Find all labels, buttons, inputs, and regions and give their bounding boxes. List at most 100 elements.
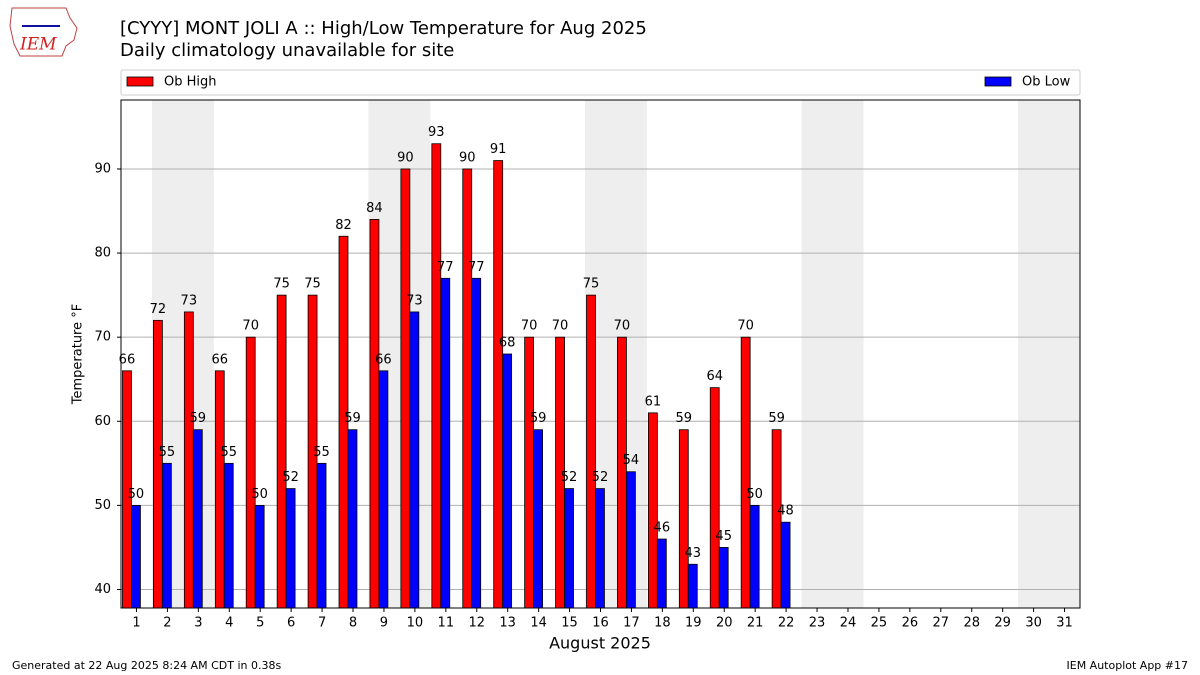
data-label: 45 bbox=[715, 529, 732, 544]
bar bbox=[276, 294, 287, 609]
bar bbox=[524, 336, 535, 609]
data-label: 93 bbox=[428, 125, 445, 140]
bar bbox=[214, 370, 225, 609]
data-label: 70 bbox=[552, 319, 569, 334]
x-tick-label: 27 bbox=[933, 616, 950, 631]
bar bbox=[533, 429, 543, 609]
bar bbox=[471, 277, 482, 609]
legend-swatch bbox=[126, 76, 154, 87]
x-tick-label: 5 bbox=[256, 616, 264, 631]
x-tick-label: 31 bbox=[1056, 616, 1073, 631]
bar bbox=[161, 462, 172, 609]
data-label: 70 bbox=[614, 319, 631, 334]
data-label: 59 bbox=[190, 411, 207, 426]
data-label: 59 bbox=[530, 411, 547, 426]
x-tick-label: 8 bbox=[349, 616, 357, 631]
x-tick-label: 22 bbox=[778, 616, 795, 631]
x-tick-label: 14 bbox=[530, 616, 547, 631]
x-tick-label: 1 bbox=[132, 616, 140, 631]
data-label: 48 bbox=[777, 504, 794, 519]
data-label: 50 bbox=[251, 487, 268, 502]
bar bbox=[749, 504, 760, 609]
x-tick-label: 6 bbox=[287, 616, 295, 631]
x-tick-label: 11 bbox=[438, 616, 455, 631]
data-label: 55 bbox=[220, 445, 237, 460]
bar bbox=[409, 311, 420, 609]
bar bbox=[502, 353, 513, 609]
x-tick-label: 3 bbox=[194, 616, 202, 631]
bar bbox=[493, 160, 504, 609]
data-label: 50 bbox=[128, 487, 145, 502]
x-tick-label: 7 bbox=[318, 616, 326, 631]
bar bbox=[771, 429, 782, 609]
data-label: 90 bbox=[397, 150, 414, 165]
legend bbox=[120, 69, 1081, 96]
bar bbox=[153, 319, 163, 609]
bar bbox=[378, 370, 389, 609]
data-label: 84 bbox=[366, 201, 383, 216]
bar bbox=[131, 504, 141, 609]
bar bbox=[245, 336, 256, 609]
x-tick-label: 9 bbox=[380, 616, 388, 631]
data-label: 43 bbox=[684, 546, 701, 561]
bar bbox=[626, 471, 636, 609]
x-tick-label: 19 bbox=[685, 616, 702, 631]
x-tick-label: 23 bbox=[809, 616, 826, 631]
data-label: 75 bbox=[273, 277, 290, 292]
x-tick-label: 21 bbox=[747, 616, 764, 631]
x-tick-label: 25 bbox=[871, 616, 888, 631]
x-tick-label: 16 bbox=[592, 616, 609, 631]
logo: IEM bbox=[9, 7, 78, 57]
data-label: 50 bbox=[746, 487, 763, 502]
data-label: 52 bbox=[561, 470, 578, 485]
bar bbox=[780, 521, 791, 609]
data-label: 70 bbox=[242, 319, 259, 334]
data-label: 70 bbox=[737, 319, 754, 334]
bar bbox=[617, 336, 627, 609]
weekend-shade bbox=[1018, 100, 1080, 608]
x-tick-label: 15 bbox=[561, 616, 578, 631]
data-label: 77 bbox=[437, 260, 454, 275]
data-label: 59 bbox=[344, 411, 361, 426]
x-tick-label: 2 bbox=[163, 616, 171, 631]
plot-frame bbox=[120, 99, 1081, 609]
y-tick-label: 80 bbox=[94, 246, 111, 261]
data-label: 66 bbox=[375, 352, 392, 367]
bar bbox=[595, 488, 605, 609]
data-label: 66 bbox=[119, 352, 136, 367]
data-label: 90 bbox=[459, 150, 476, 165]
x-tick-label: 4 bbox=[225, 616, 233, 631]
data-label: 61 bbox=[645, 394, 662, 409]
bar bbox=[183, 311, 194, 609]
data-label: 52 bbox=[282, 470, 299, 485]
data-label: 75 bbox=[583, 277, 600, 292]
y-tick-label: 40 bbox=[94, 582, 111, 597]
bar bbox=[316, 462, 327, 609]
bar bbox=[678, 429, 689, 609]
data-label: 91 bbox=[490, 142, 507, 157]
data-label: 77 bbox=[468, 260, 485, 275]
data-label: 54 bbox=[623, 453, 640, 468]
bar bbox=[347, 429, 358, 609]
footer-right: IEM Autoplot App #17 bbox=[1067, 659, 1189, 672]
legend-swatch bbox=[984, 76, 1012, 87]
bar bbox=[440, 277, 451, 609]
bar bbox=[740, 336, 751, 609]
legend-label: Ob High bbox=[164, 75, 217, 90]
bar bbox=[285, 488, 296, 609]
bar bbox=[369, 219, 380, 609]
bar bbox=[431, 143, 442, 609]
data-label: 64 bbox=[706, 369, 723, 384]
bar bbox=[656, 538, 667, 609]
chart-title: [CYYY] MONT JOLI A :: High/Low Temperatu… bbox=[120, 18, 647, 39]
data-label: 46 bbox=[654, 521, 671, 536]
x-tick-label: 13 bbox=[499, 616, 516, 631]
data-label: 75 bbox=[304, 277, 321, 292]
y-axis-label: Temperature °F bbox=[71, 304, 86, 405]
data-label: 73 bbox=[181, 293, 198, 308]
bar bbox=[192, 429, 203, 609]
y-tick-label: 90 bbox=[94, 161, 111, 176]
x-tick-label: 12 bbox=[468, 616, 485, 631]
x-tick-label: 26 bbox=[902, 616, 919, 631]
bar bbox=[400, 168, 411, 609]
